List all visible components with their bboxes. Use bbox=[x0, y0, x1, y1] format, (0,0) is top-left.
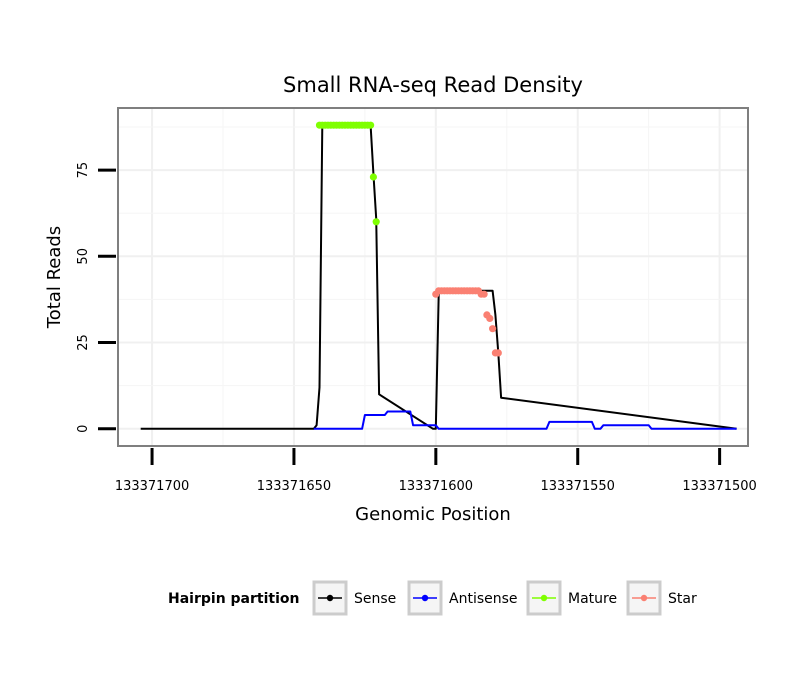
y-axis-label: Total Reads bbox=[44, 226, 65, 329]
x-axis: 133371700 133371650 133371600 133371550 1333… bbox=[115, 448, 757, 494]
legend-key-point bbox=[421, 594, 429, 602]
x-tick-label: 133371700 bbox=[115, 479, 189, 494]
legend-label-mature: Mature bbox=[568, 591, 617, 607]
legend-title: Hairpin partition bbox=[168, 591, 299, 607]
legend-key-point bbox=[640, 594, 648, 602]
legend-key-point bbox=[540, 594, 548, 602]
x-tick-label: 133371650 bbox=[257, 479, 331, 494]
data-point-star bbox=[480, 290, 488, 298]
data-point-star bbox=[486, 314, 494, 322]
x-tick-label: 133371600 bbox=[399, 479, 473, 494]
x-axis-label: Genomic Position bbox=[355, 504, 511, 525]
x-tick-label: 133371500 bbox=[682, 479, 756, 494]
y-tick-label: 25 bbox=[76, 334, 91, 351]
data-point-mature bbox=[372, 218, 380, 226]
y-tick-label: 50 bbox=[76, 248, 91, 265]
legend-item-sense: Sense bbox=[312, 580, 396, 616]
series-line-antisense bbox=[313, 410, 737, 430]
data-point-mature bbox=[369, 173, 377, 181]
legend-key-point bbox=[326, 594, 334, 602]
plot-panel bbox=[117, 107, 749, 447]
legend: Hairpin partition Sense Antisense Mature… bbox=[168, 580, 697, 616]
legend-item-antisense: Antisense bbox=[407, 580, 518, 616]
series-lines bbox=[140, 124, 737, 430]
data-point-star bbox=[494, 349, 502, 357]
y-axis: 0 25 50 75 bbox=[76, 162, 116, 433]
legend-label-star: Star bbox=[668, 591, 697, 607]
y-tick-label: 75 bbox=[76, 162, 91, 179]
data-point-mature bbox=[367, 121, 375, 129]
legend-label-antisense: Antisense bbox=[449, 591, 518, 607]
legend-item-mature: Mature bbox=[526, 580, 617, 616]
chart-title: Small RNA-seq Read Density bbox=[283, 73, 583, 97]
legend-label-sense: Sense bbox=[354, 591, 396, 607]
x-tick-label: 133371550 bbox=[541, 479, 615, 494]
series-points bbox=[315, 121, 502, 357]
y-tick-label: 0 bbox=[76, 425, 91, 433]
legend-item-star: Star bbox=[626, 580, 697, 616]
data-point-star bbox=[489, 325, 497, 333]
